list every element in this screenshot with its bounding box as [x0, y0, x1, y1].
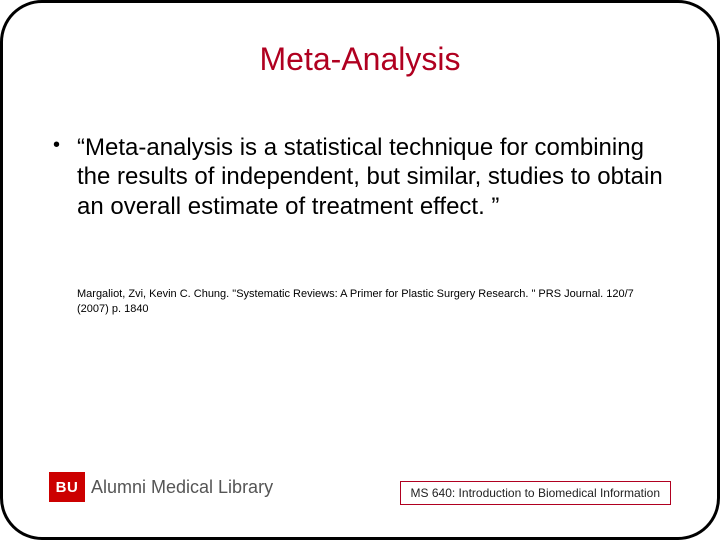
logo-badge: BU: [49, 472, 85, 502]
body-bullet-1: “Meta-analysis is a statistical techniqu…: [49, 133, 665, 221]
slide-title: Meta-Analysis: [3, 41, 717, 78]
body-list: “Meta-analysis is a statistical techniqu…: [49, 133, 665, 221]
citation-text: Margaliot, Zvi, Kevin C. Chung. "Systema…: [77, 287, 665, 317]
footer: BU Alumni Medical Library MS 640: Introd…: [49, 465, 671, 509]
logo-text: Alumni Medical Library: [91, 477, 273, 498]
course-label-box: MS 640: Introduction to Biomedical Infor…: [400, 481, 671, 505]
slide-frame: Meta-Analysis “Meta-analysis is a statis…: [0, 0, 720, 540]
